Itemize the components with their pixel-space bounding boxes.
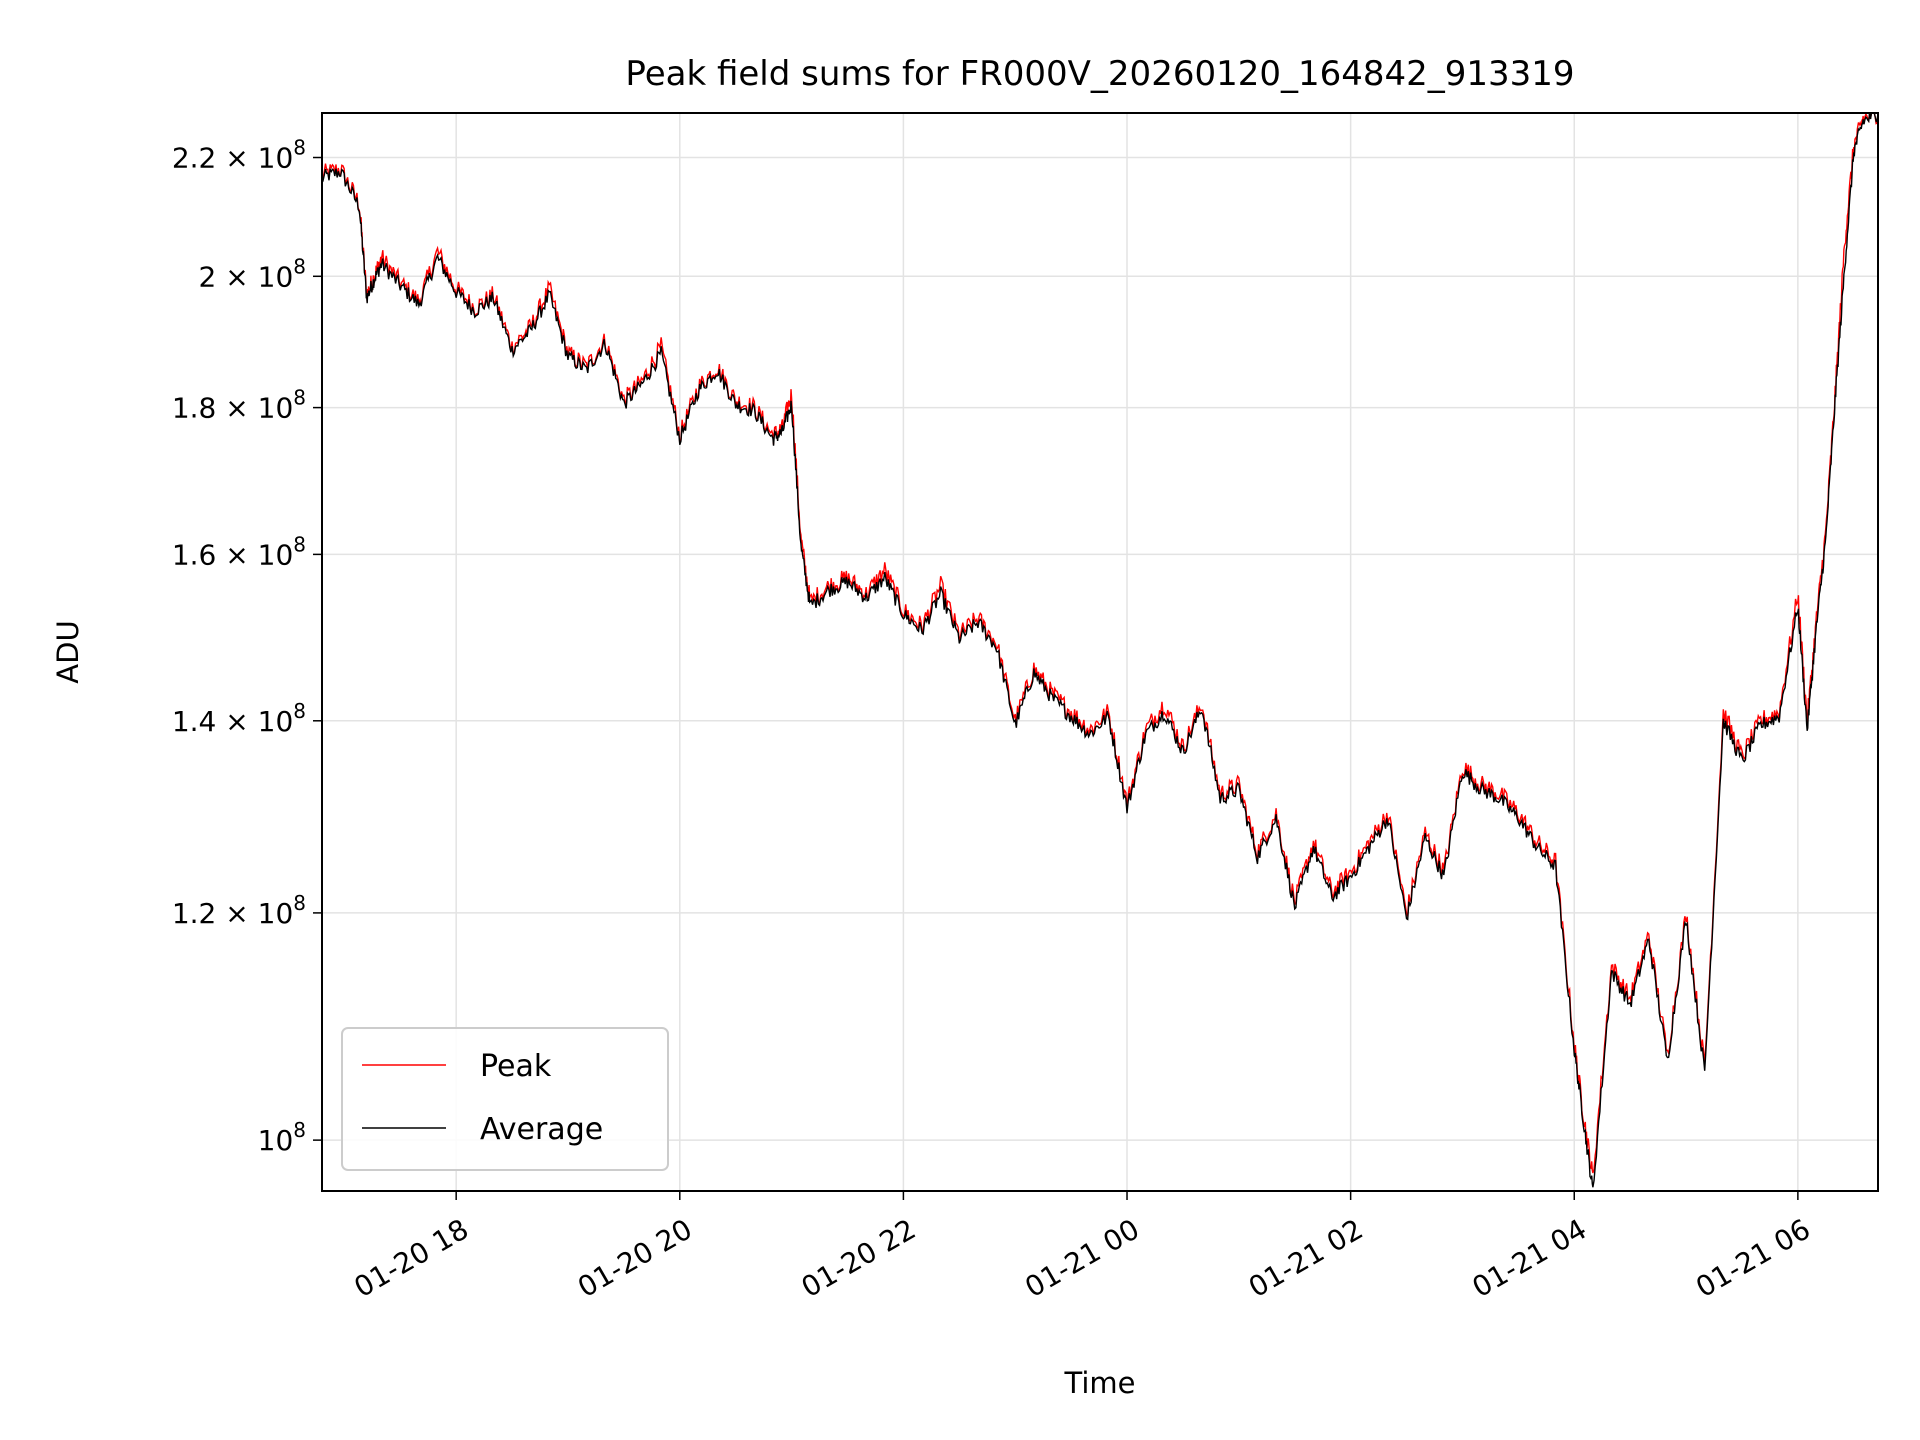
y-tick-label: 108 — [258, 1118, 306, 1157]
legend-label-average: Average — [480, 1112, 603, 1147]
y-axis-title: ADU — [51, 620, 85, 683]
chart-title: Peak field sums for FR000V_20260120_1648… — [625, 54, 1574, 94]
y-tick-label: 2 × 108 — [199, 254, 306, 293]
x-axis-title: Time — [1064, 1366, 1136, 1400]
y-tick-label: 1.4 × 108 — [172, 699, 306, 738]
y-tick-label: 1.2 × 108 — [172, 891, 306, 930]
series-line-peak — [321, 112, 1879, 1174]
y-tick-label: 1.6 × 108 — [172, 532, 306, 571]
series-layer — [321, 112, 1879, 1188]
legend: Peak Average — [341, 1027, 669, 1171]
y-axis-ticks: 108 1.2 × 108 1.4 × 108 1.6 × 108 1.8 × 108 2… — [172, 136, 322, 1157]
plot-frame — [321, 112, 1879, 1192]
legend-box — [341, 1027, 669, 1171]
series-line-average — [321, 112, 1879, 1188]
y-tick-label: 1.8 × 108 — [172, 386, 306, 425]
legend-label-peak: Peak — [480, 1049, 552, 1084]
y-tick-label: 2.2 × 108 — [172, 136, 306, 175]
